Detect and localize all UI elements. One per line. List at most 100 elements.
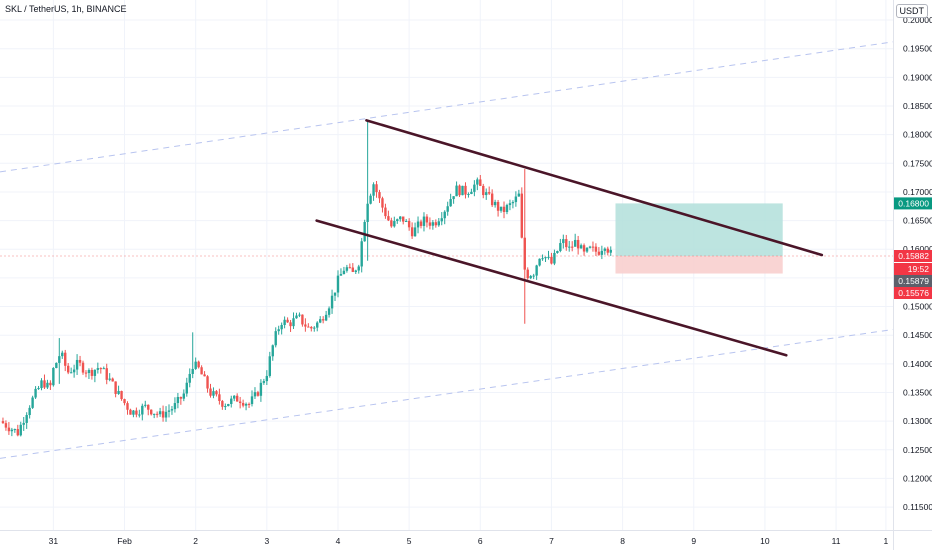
- candle-body: [256, 392, 260, 396]
- x-tick-label: Feb: [117, 536, 132, 546]
- y-tick-label: 0.19000: [903, 72, 932, 82]
- candle-body: [289, 322, 292, 327]
- candle-body: [402, 216, 405, 222]
- candle-body: [449, 199, 452, 207]
- candle-body: [81, 362, 85, 373]
- candle-body: [114, 381, 117, 394]
- candle-body: [431, 222, 435, 226]
- candle-body: [126, 403, 129, 410]
- candle-body: [313, 327, 316, 329]
- y-tick-label: 0.12000: [903, 473, 932, 483]
- candle-body: [565, 239, 568, 248]
- candle-body: [526, 269, 529, 279]
- candle-body: [514, 196, 518, 203]
- candle-body: [307, 326, 310, 328]
- candle-body: [446, 206, 449, 212]
- candle-body: [393, 221, 396, 227]
- candle-body: [40, 380, 43, 389]
- x-tick-label: 11: [832, 536, 841, 546]
- candle-body: [141, 405, 144, 415]
- price-tag-last-label: 0.15882: [898, 251, 929, 261]
- candle-body: [75, 359, 79, 370]
- candle-body: [508, 203, 512, 206]
- candle-body: [150, 409, 153, 415]
- currency-button[interactable]: USDT: [895, 4, 928, 18]
- candle-body: [366, 203, 369, 222]
- candle-body: [425, 216, 429, 223]
- candle-body: [117, 390, 120, 394]
- candle-body: [310, 327, 313, 329]
- candle-body: [230, 398, 233, 405]
- candle-body: [161, 411, 165, 418]
- channel-upper-line: [365, 119, 824, 257]
- candle-body: [381, 198, 384, 208]
- candle-body: [144, 404, 147, 406]
- candle-body: [188, 373, 191, 383]
- candle-body: [37, 388, 40, 390]
- candle-body: [470, 191, 473, 194]
- candle-body: [111, 378, 114, 382]
- candle-body: [324, 314, 328, 321]
- price-tag-stop-label: 0.15576: [898, 288, 929, 298]
- candle-body: [132, 410, 135, 415]
- candle-body: [609, 249, 612, 253]
- dashed-lower-line: [0, 328, 894, 459]
- price-tag-target: [894, 197, 932, 210]
- candle-body: [571, 246, 574, 248]
- price-tag-target-label: 0.16800: [898, 198, 929, 208]
- candle-body: [43, 380, 46, 388]
- candle-body: [410, 227, 414, 237]
- candle-body: [152, 413, 156, 415]
- candle-body: [7, 427, 11, 432]
- candle-body: [372, 184, 375, 196]
- candle-body: [274, 331, 277, 346]
- candle-body: [102, 368, 105, 370]
- x-tick-label: 3: [264, 536, 269, 546]
- candle-body: [544, 257, 547, 259]
- candle-body: [87, 369, 91, 373]
- candle-body: [138, 414, 141, 416]
- candle-body: [66, 365, 70, 373]
- candle-body: [390, 220, 393, 227]
- candle-body: [182, 393, 186, 399]
- candle-body: [502, 206, 506, 213]
- candle-body: [387, 216, 390, 221]
- candle-body: [348, 267, 352, 269]
- candle-body: [34, 388, 37, 398]
- candle-body: [158, 411, 162, 415]
- candle-body: [434, 222, 438, 226]
- y-tick-label: 0.12500: [903, 445, 932, 455]
- candle-body: [164, 411, 168, 418]
- candle-body: [90, 369, 94, 376]
- candle-body: [218, 394, 221, 401]
- candle-body: [452, 196, 455, 200]
- candle-body: [562, 239, 565, 244]
- y-tick-label: 0.14500: [903, 330, 932, 340]
- y-tick-label: 0.13500: [903, 387, 932, 397]
- candle-body: [559, 243, 562, 252]
- stop-zone: [615, 256, 783, 274]
- candle-body: [318, 319, 322, 323]
- price-tag-timer: [894, 263, 932, 276]
- candle-body: [49, 382, 52, 386]
- price-tag-entry-label: 0.15879: [898, 276, 929, 286]
- candle-body: [155, 413, 159, 415]
- candle-body: [520, 193, 524, 238]
- candle-body: [594, 246, 598, 252]
- candle-body: [547, 256, 550, 258]
- candle-body: [360, 241, 363, 267]
- candle-body: [295, 315, 298, 319]
- candle-body: [173, 403, 177, 410]
- candle-body: [13, 429, 17, 431]
- candle-body: [330, 295, 334, 309]
- candle-body: [283, 319, 286, 325]
- chart-title: SKL / TetherUS, 1h, BINANCE: [5, 4, 127, 14]
- candle-body: [19, 424, 22, 436]
- candle-body: [167, 410, 171, 412]
- candle-body: [422, 216, 426, 226]
- candle-body: [384, 207, 387, 217]
- x-tick-label: 8: [620, 536, 625, 546]
- candle-body: [511, 202, 515, 204]
- candle-body: [185, 382, 188, 394]
